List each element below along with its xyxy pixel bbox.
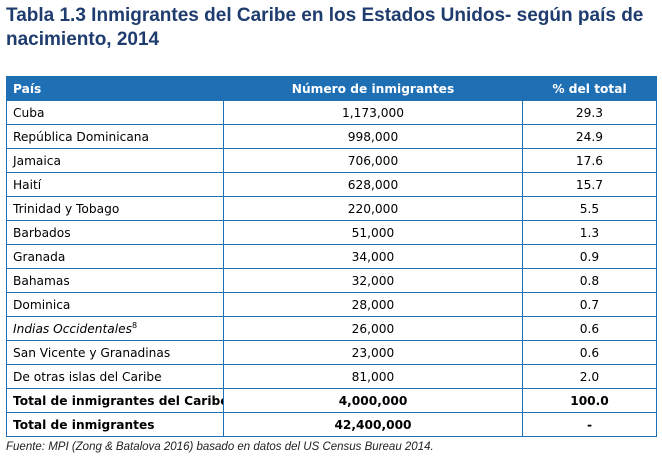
country-cell: Bahamas [6,268,224,293]
percent-cell: 17.6 [522,148,657,173]
percent-cell: 0.8 [522,268,657,293]
immigrants-table: País Número de inmigrantes % del total C… [6,76,657,437]
immigrants-cell: 32,000 [223,268,523,293]
country-cell: De otras islas del Caribe [6,364,224,389]
percent-cell: 5.5 [522,196,657,221]
immigrants-cell: 1,173,000 [223,100,523,125]
percent-cell: 0.7 [522,292,657,317]
country-name: Indias Occidentales [13,322,132,337]
total-row: Total de inmigrantes del Caribe 4,000,000… [6,388,657,413]
header-immigrants: Número de inmigrantes [223,76,523,101]
percent-cell: 0.6 [522,316,657,341]
total-row: Total de inmigrantes 42,400,000- [6,412,657,437]
table-row: San Vicente y Granadinas 23,000 0.6 [6,340,657,365]
table-row: De otras islas del Caribe 81,000 2.0 [6,364,657,389]
percent-cell: - [522,412,657,437]
table-row: Dominica 28,000 0.7 [6,292,657,317]
table-row: Cuba 1,173,000 29.3 [6,100,657,125]
table-row: Jamaica 706,000 17.6 [6,148,657,173]
immigrants-cell: 23,000 [223,340,523,365]
country-cell: Trinidad y Tobago [6,196,224,221]
footnote-marker: 8 [131,320,138,330]
table-body: Cuba 1,173,000 29.3 República Dominicana 998… [6,100,657,437]
country-cell: Total de inmigrantes [6,412,224,437]
percent-cell: 15.7 [522,172,657,197]
header-country: País [6,76,224,101]
percent-cell: 24.9 [522,124,657,149]
immigrants-cell: 42,400,000 [223,412,523,437]
source-note: Fuente: MPI (Zong & Batalova 2016) basad… [6,441,434,453]
percent-cell: 1.3 [522,220,657,245]
immigrants-cell: 28,000 [223,292,523,317]
country-cell: Indias Occidentales8 [6,316,224,341]
table-row: Haití 628,000 15.7 [6,172,657,197]
percent-cell: 100.0 [522,388,657,413]
country-cell: Total de inmigrantes del Caribe [6,388,224,413]
immigrants-cell: 81,000 [223,364,523,389]
table-row: Barbados 51,000 1.3 [6,220,657,245]
country-cell: Granada [6,244,224,269]
header-percent: % del total [522,76,657,101]
percent-cell: 2.0 [522,364,657,389]
country-cell: República Dominicana [6,124,224,149]
immigrants-cell: 4,000,000 [223,388,523,413]
immigrants-cell: 998,000 [223,124,523,149]
table-row: Indias Occidentales8 26,000 0.6 [6,316,657,341]
percent-cell: 29.3 [522,100,657,125]
country-cell: Dominica [6,292,224,317]
country-cell: Cuba [6,100,224,125]
page-title: Tabla 1.3 Inmigrantes del Caribe en los … [6,5,644,50]
country-cell: San Vicente y Granadinas [6,340,224,365]
immigrants-cell: 220,000 [223,196,523,221]
immigrants-cell: 26,000 [223,316,523,341]
table-header-row: País Número de inmigrantes % del total [6,76,657,101]
table-row: Bahamas 32,000 0.8 [6,268,657,293]
country-cell: Barbados [6,220,224,245]
table-row: Trinidad y Tobago 220,000 5.5 [6,196,657,221]
country-cell: Haití [6,172,224,197]
percent-cell: 0.6 [522,340,657,365]
immigrants-cell: 34,000 [223,244,523,269]
table-row: Granada 34,000 0.9 [6,244,657,269]
country-cell: Jamaica [6,148,224,173]
immigrants-cell: 51,000 [223,220,523,245]
percent-cell: 0.9 [522,244,657,269]
table-row: República Dominicana 998,000 24.9 [6,124,657,149]
immigrants-cell: 628,000 [223,172,523,197]
immigrants-cell: 706,000 [223,148,523,173]
